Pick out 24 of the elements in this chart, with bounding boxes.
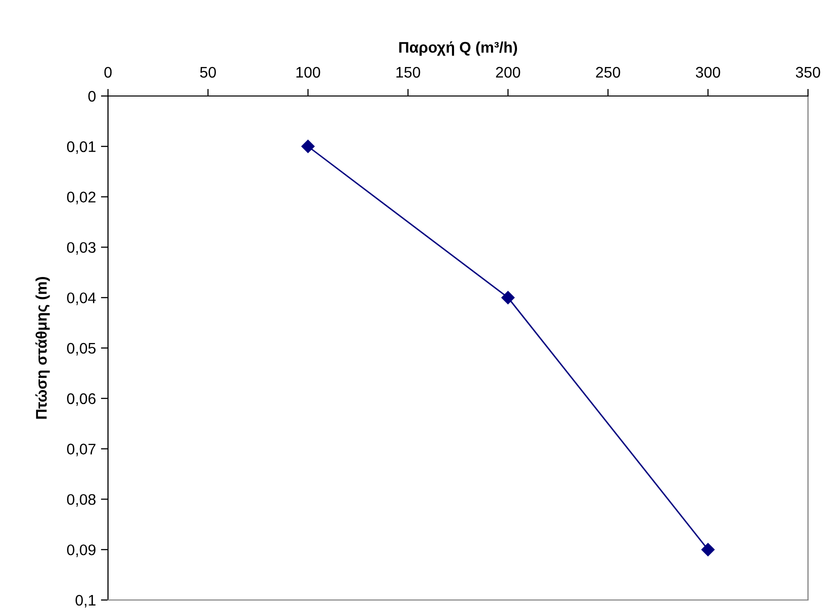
y-tick-label: 0,1 bbox=[76, 594, 96, 608]
x-tick-label: 200 bbox=[496, 66, 520, 78]
y-tick-label: 0,06 bbox=[67, 393, 96, 406]
y-tick-label: 0,02 bbox=[67, 192, 96, 204]
y-tick-label: 0 bbox=[88, 90, 96, 102]
x-tick-label: 250 bbox=[596, 66, 620, 78]
y-tick-label: 0,01 bbox=[67, 141, 96, 154]
y-tick-label: 0,08 bbox=[67, 494, 96, 507]
x-tick-label: 350 bbox=[796, 66, 820, 78]
y-tick-label: 0,09 bbox=[67, 544, 96, 558]
x-axis-title: Παροχή Q (m³/h) bbox=[399, 41, 518, 56]
point bbox=[501, 291, 515, 304]
x-tick-label: 50 bbox=[200, 66, 216, 78]
x-tick-label: 0 bbox=[104, 66, 112, 78]
point bbox=[701, 543, 715, 556]
y-tick-label: 0,05 bbox=[67, 342, 96, 356]
x-tick-label: 100 bbox=[296, 66, 320, 78]
y-tick-label: 0,03 bbox=[67, 242, 96, 255]
point bbox=[301, 140, 315, 153]
x-tick-label: 150 bbox=[396, 66, 420, 78]
y-axis-title: Πτώση στάθμης (m) bbox=[35, 277, 50, 419]
y-tick-label: 0,04 bbox=[67, 292, 96, 306]
x-tick-label: 300 bbox=[696, 66, 720, 78]
y-tick-label: 0,07 bbox=[67, 444, 96, 456]
